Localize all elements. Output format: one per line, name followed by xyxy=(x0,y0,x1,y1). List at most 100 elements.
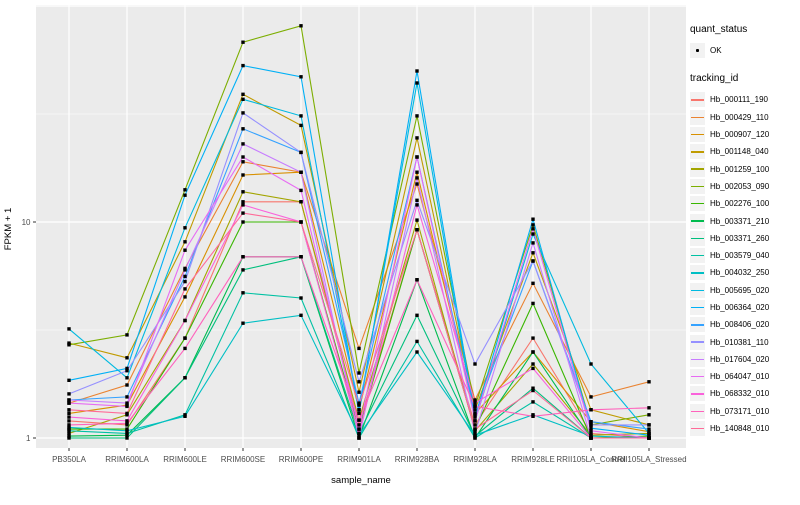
data-point xyxy=(183,279,187,284)
legend-item-label: OK xyxy=(710,46,722,56)
legend-item-label: Hb_010381_110 xyxy=(710,337,769,347)
data-point xyxy=(531,259,535,263)
data-point xyxy=(299,114,303,118)
data-point xyxy=(67,436,71,440)
data-point xyxy=(415,198,419,202)
data-point xyxy=(125,436,129,440)
data-point xyxy=(357,436,361,440)
legend-item: Hb_000429_110 xyxy=(690,109,800,126)
data-point xyxy=(647,436,651,440)
legend-item-label: Hb_064047_010 xyxy=(710,372,770,382)
data-point xyxy=(125,376,129,380)
data-point xyxy=(299,296,303,300)
data-point xyxy=(415,278,419,282)
data-point xyxy=(531,251,535,255)
legend-item-label: Hb_004032_250 xyxy=(710,268,770,278)
legend-item: Hb_002276_100 xyxy=(690,195,800,212)
data-point xyxy=(531,366,535,371)
legend-item-label: Hb_002276_100 xyxy=(710,199,770,209)
data-point xyxy=(589,426,593,430)
x-tick-label: RRII105LA_Control xyxy=(556,455,626,464)
data-point xyxy=(357,390,361,394)
legend-item-label: Hb_017604_020 xyxy=(710,354,770,364)
data-point xyxy=(125,427,129,431)
data-point xyxy=(125,395,129,399)
data-point xyxy=(589,431,593,436)
data-point xyxy=(531,400,535,404)
data-point xyxy=(67,434,71,438)
legend-line-swatch xyxy=(690,127,705,143)
data-point xyxy=(647,413,651,417)
data-point xyxy=(589,434,593,438)
data-point xyxy=(299,188,303,193)
x-tick-label: RRIM928LE xyxy=(511,455,555,464)
data-point xyxy=(241,63,245,68)
legend-line-swatch xyxy=(690,109,705,125)
legend-item-label: Hb_140848_010 xyxy=(710,424,770,434)
legend-item: Hb_004032_250 xyxy=(690,264,800,281)
data-point xyxy=(415,203,419,207)
data-point xyxy=(357,401,361,405)
data-point xyxy=(415,81,419,85)
data-point xyxy=(125,433,129,437)
data-point xyxy=(67,378,71,382)
data-point xyxy=(125,356,129,360)
data-point xyxy=(67,327,71,331)
legend-item: Hb_002053_090 xyxy=(690,178,800,195)
x-tick-label: PB350LA xyxy=(52,455,86,464)
data-point xyxy=(415,155,419,159)
legend-item: Hb_005695_020 xyxy=(690,282,800,299)
data-point xyxy=(589,408,593,412)
data-point xyxy=(183,318,187,323)
y-tick-label: 10 xyxy=(22,218,31,227)
data-point xyxy=(241,291,245,295)
data-point xyxy=(531,414,535,418)
data-point xyxy=(531,336,535,340)
x-tick-label: RRIM600LE xyxy=(163,455,207,464)
data-point xyxy=(415,350,419,354)
legend-line-swatch xyxy=(690,403,705,419)
legend-item-ok: OK xyxy=(690,42,800,59)
data-point xyxy=(241,211,245,215)
data-point xyxy=(531,386,535,390)
legend-item: Hb_008406_020 xyxy=(690,316,800,333)
data-point xyxy=(415,182,419,186)
data-point xyxy=(125,383,129,387)
data-point xyxy=(415,228,419,232)
legend-line-swatch xyxy=(690,213,705,229)
data-point xyxy=(473,431,477,436)
legend-item: Hb_001259_100 xyxy=(690,160,800,177)
data-point xyxy=(531,227,535,231)
x-tick-label: RRIM901LA xyxy=(337,455,381,464)
data-point xyxy=(241,321,245,325)
data-point xyxy=(647,427,651,431)
quant-status-legend-title: quant_status xyxy=(690,24,748,35)
data-point xyxy=(125,411,129,416)
data-point xyxy=(473,404,477,409)
data-point xyxy=(473,362,477,366)
tracking-id-legend: tracking_id Hb_000111_190 Hb_000429_110 Hb… xyxy=(690,73,800,437)
data-point xyxy=(67,429,71,433)
legend-item: Hb_000111_190 xyxy=(690,91,800,108)
legend-line-swatch xyxy=(690,317,705,333)
data-point xyxy=(67,398,71,402)
data-point xyxy=(415,69,419,73)
data-point xyxy=(299,220,303,224)
data-point xyxy=(67,411,71,416)
data-point xyxy=(647,431,651,436)
data-point xyxy=(67,419,71,423)
line-chart: 1 10 PB350LA RRIM600LA RRIM600LE RRIM600SE RRI… xyxy=(3,5,687,486)
data-point xyxy=(67,425,71,430)
data-point xyxy=(299,170,303,174)
data-point xyxy=(647,423,651,427)
data-point xyxy=(647,380,651,384)
legend-item: Hb_068332_010 xyxy=(690,385,800,402)
legend-line-swatch xyxy=(690,351,705,367)
data-point xyxy=(589,436,593,440)
data-point xyxy=(241,268,245,272)
data-point xyxy=(299,313,303,317)
data-point xyxy=(415,176,419,180)
x-tick-label: RRIM600LA xyxy=(105,455,149,464)
legend-line-swatch xyxy=(690,92,705,108)
data-point xyxy=(473,398,477,402)
